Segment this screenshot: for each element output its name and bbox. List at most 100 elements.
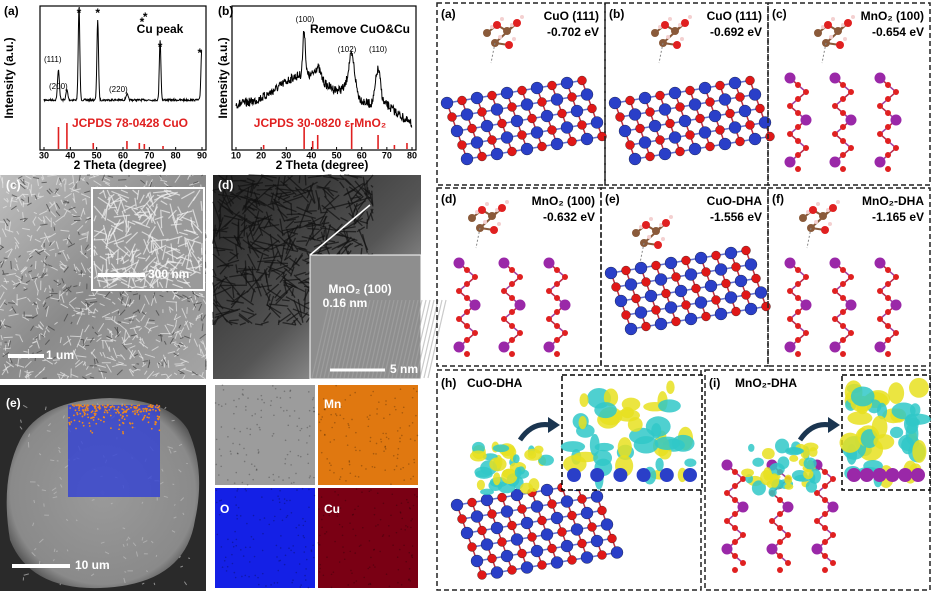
atom <box>684 268 698 281</box>
atom <box>498 341 510 353</box>
lattice-fringe <box>315 299 335 379</box>
texture <box>15 241 20 249</box>
texture <box>39 321 45 327</box>
charge-lobe <box>741 468 754 478</box>
map-noise <box>416 495 418 498</box>
charge-lobe <box>560 441 586 453</box>
texture <box>120 353 126 361</box>
texture <box>180 565 184 568</box>
texture <box>195 293 205 298</box>
texture <box>101 238 109 247</box>
texture <box>42 300 46 305</box>
texture <box>270 192 292 205</box>
texture <box>80 271 83 275</box>
mn-signal <box>103 405 106 408</box>
atom <box>673 41 681 49</box>
map-noise <box>385 573 388 575</box>
map-noise <box>373 548 376 551</box>
texture <box>40 235 51 240</box>
map-noise <box>397 568 400 571</box>
texture <box>215 220 232 235</box>
map-noise <box>280 406 282 409</box>
texture <box>61 278 65 284</box>
system-label: MnO₂-DHA <box>735 376 797 390</box>
map-noise <box>235 471 238 474</box>
x-axis-label: 2 Theta (degree) <box>276 158 369 172</box>
mn-signal <box>119 414 122 416</box>
atom <box>497 492 507 503</box>
texture <box>93 237 96 241</box>
map-noise <box>393 405 396 408</box>
texture <box>68 206 76 211</box>
texture <box>82 344 86 348</box>
mn-signal <box>122 408 125 411</box>
texture <box>222 236 245 251</box>
texture <box>263 254 283 260</box>
texture <box>84 244 89 250</box>
map-noise <box>415 414 417 417</box>
texture <box>147 328 151 334</box>
texture <box>189 322 192 328</box>
texture <box>86 181 89 185</box>
texture <box>171 530 176 533</box>
atom <box>530 126 544 139</box>
panel-label: (h) <box>441 376 456 390</box>
map-noise <box>396 457 399 460</box>
mn-signal <box>145 409 148 412</box>
texture <box>132 293 139 296</box>
texture <box>106 189 111 197</box>
map-noise <box>257 451 260 453</box>
map-noise <box>237 506 240 509</box>
texture <box>29 344 33 348</box>
map-noise <box>319 563 322 566</box>
texture <box>158 281 164 289</box>
texture <box>362 176 368 195</box>
charge-lobe <box>469 450 487 462</box>
texture <box>55 241 59 250</box>
map-noise <box>392 544 394 547</box>
atom <box>509 351 515 357</box>
map-noise <box>365 468 367 470</box>
texture <box>155 339 161 343</box>
texture <box>284 237 297 260</box>
map-noise <box>347 422 349 425</box>
map-noise <box>295 472 297 475</box>
texture <box>138 214 143 221</box>
charge-lobe <box>777 456 790 470</box>
texture <box>27 202 32 206</box>
texture <box>63 266 69 273</box>
atom <box>546 316 552 322</box>
mn-signal <box>122 422 125 425</box>
mn-signal <box>89 430 92 432</box>
texture <box>257 202 266 207</box>
texture <box>147 361 151 369</box>
map-noise <box>400 502 403 504</box>
texture <box>52 221 56 226</box>
lattice-fringe <box>323 299 343 379</box>
map-noise <box>276 396 278 399</box>
map-noise <box>220 465 222 468</box>
atom <box>520 15 524 19</box>
atom <box>498 257 510 269</box>
map-noise <box>309 475 311 477</box>
texture <box>149 269 158 287</box>
mn-signal <box>142 410 145 413</box>
texture <box>63 210 68 217</box>
atom <box>477 151 487 162</box>
atom <box>832 103 838 109</box>
atom <box>509 337 515 343</box>
texture <box>176 279 189 285</box>
map-noise <box>218 513 221 516</box>
atom <box>885 267 891 273</box>
mn-signal <box>103 420 105 423</box>
texture <box>120 281 134 289</box>
texture <box>192 209 199 228</box>
map-noise <box>372 564 375 566</box>
map-noise <box>399 512 402 514</box>
map-noise <box>277 569 280 572</box>
map-noise <box>350 569 352 572</box>
texture <box>85 297 97 301</box>
texture <box>156 221 165 237</box>
map-noise <box>313 410 316 413</box>
atom <box>681 19 689 27</box>
